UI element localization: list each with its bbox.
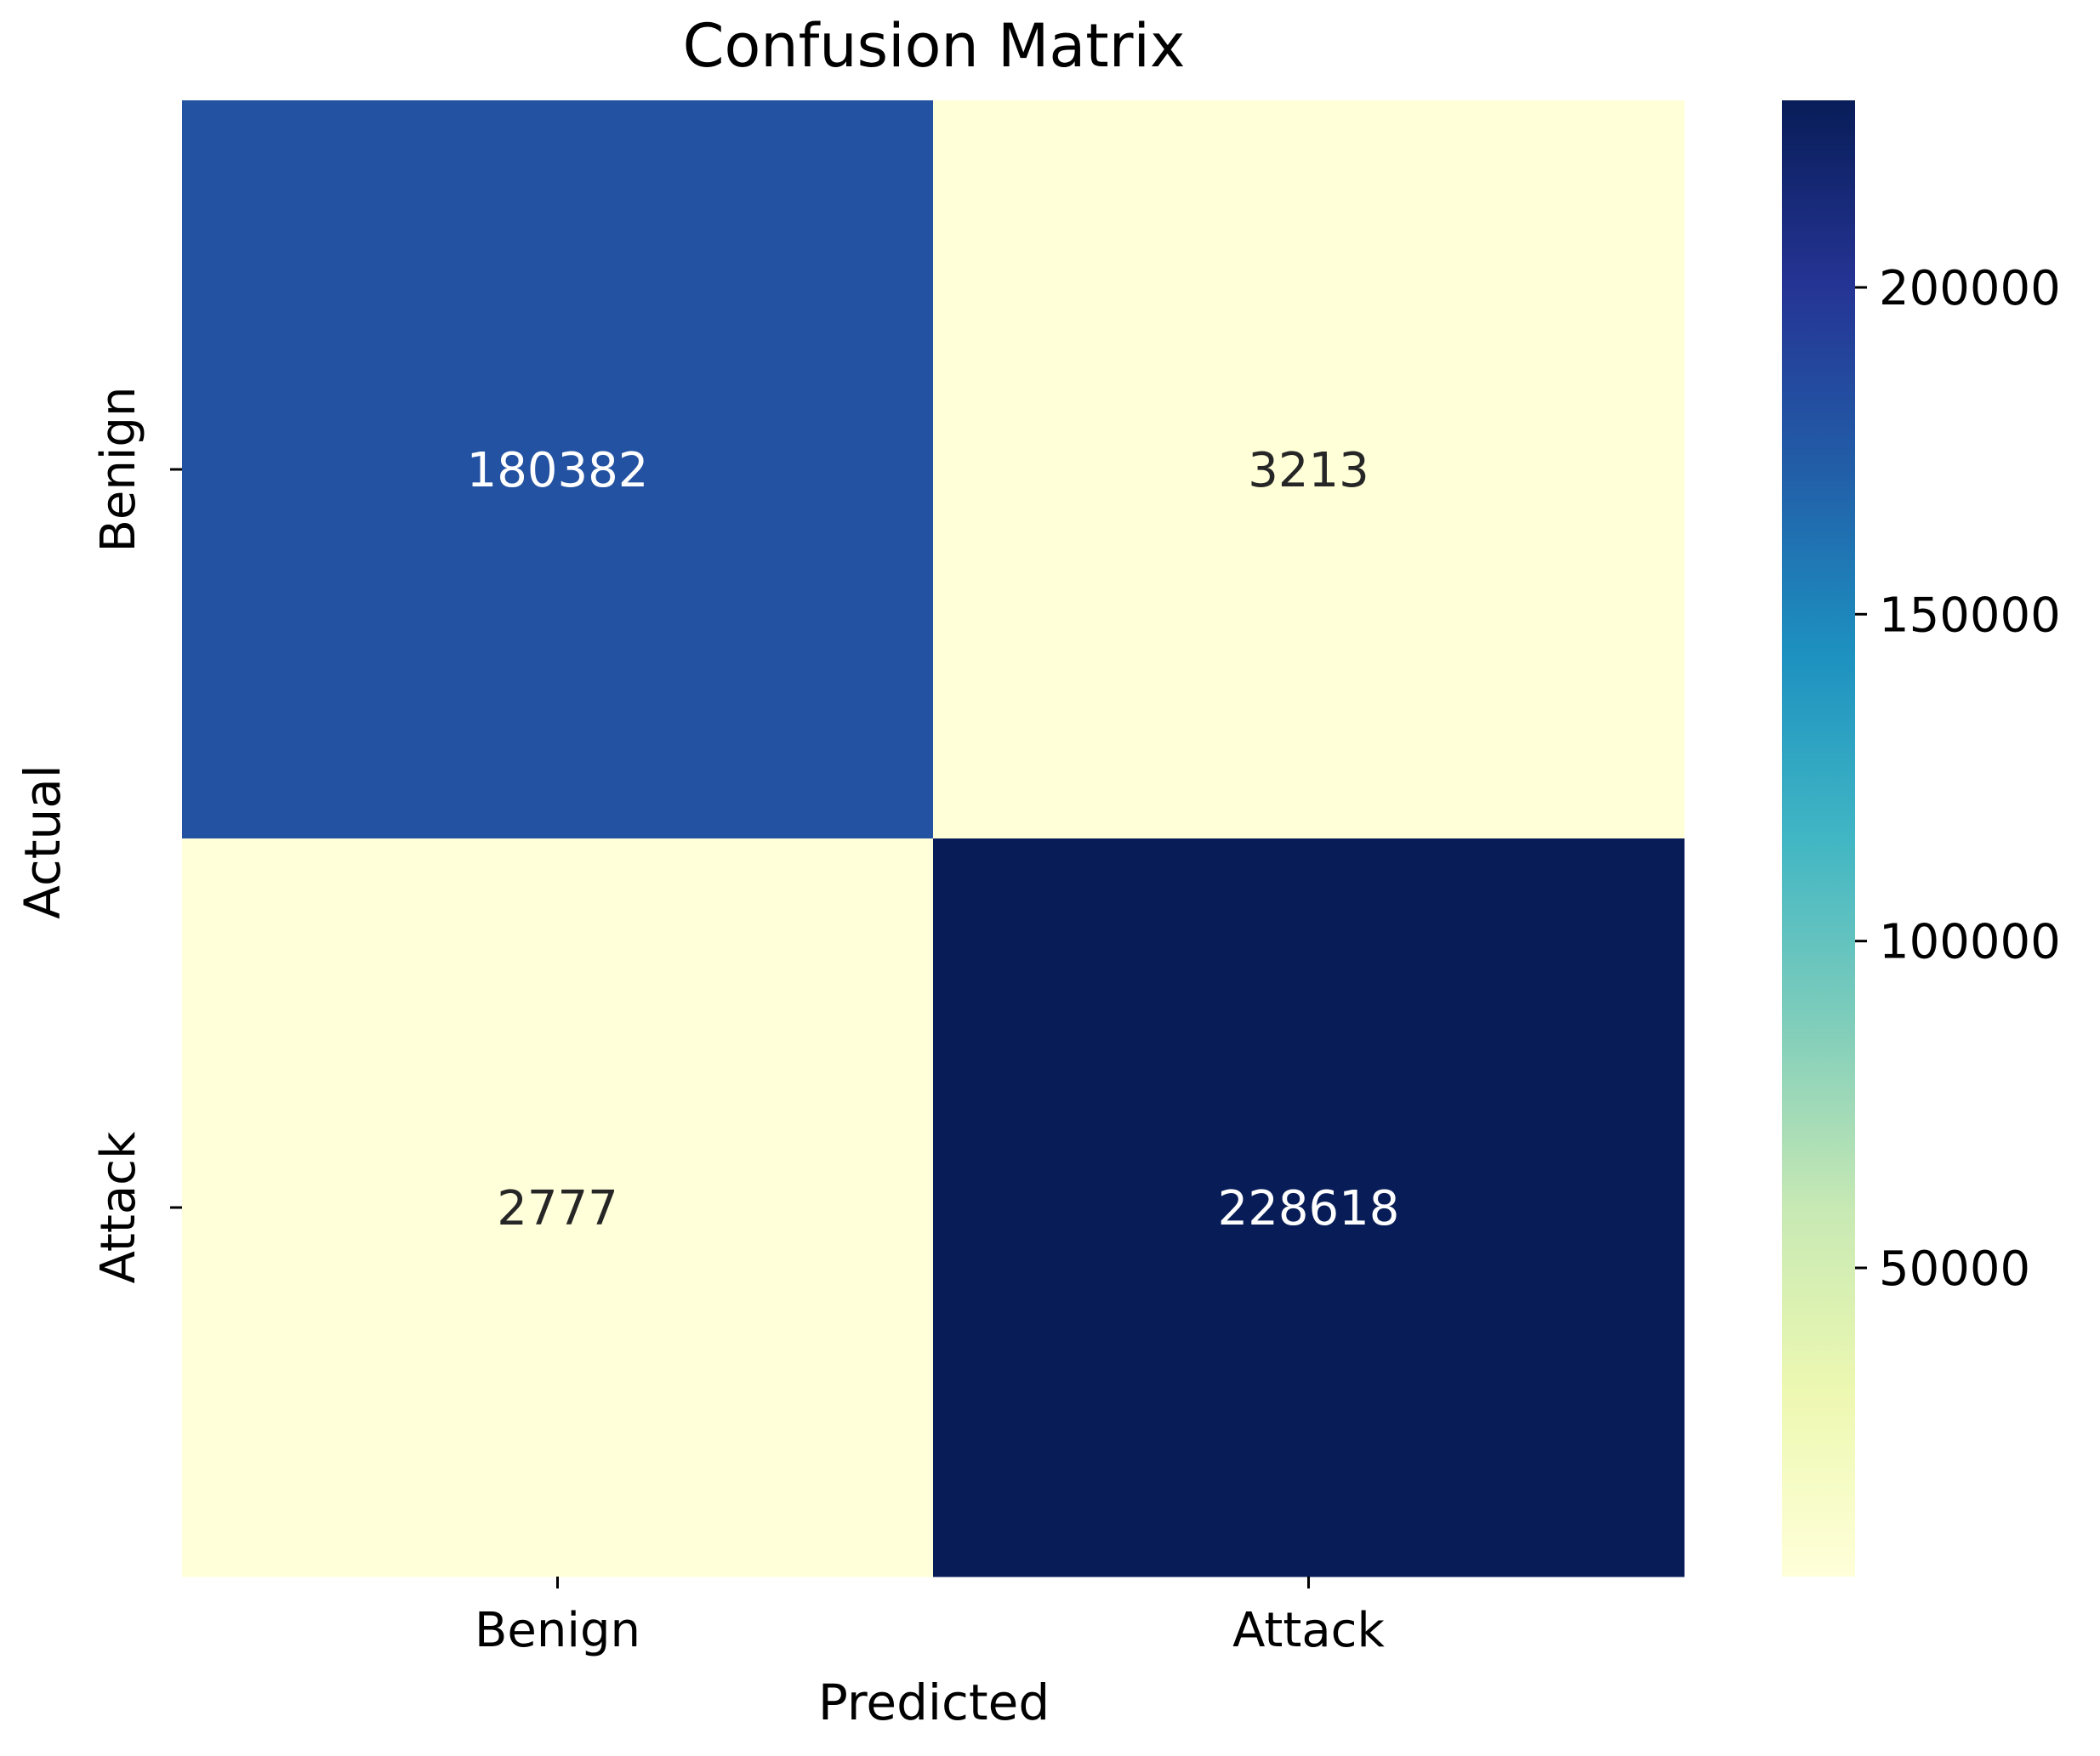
- cell-value-label-1-0: 2777: [497, 1181, 618, 1236]
- y-tick-label: Benign: [91, 387, 146, 553]
- heatmap-cell-0-0: [182, 100, 934, 839]
- cell-value-label-0-1: 3213: [1248, 443, 1369, 498]
- y-axis: Benign Attack: [91, 387, 182, 1283]
- heatmap-cell-labels: 180382 3213 2777 228618: [467, 443, 1400, 1236]
- colorbar-tick-label: 50000: [1879, 1242, 2030, 1297]
- heatmap-cell-1-1: [933, 838, 1685, 1577]
- y-tick-label: Attack: [91, 1131, 146, 1283]
- x-axis-label: Predicted: [818, 1674, 1050, 1731]
- y-axis-label: Actual: [14, 764, 71, 919]
- heatmap-cell-0-1: [933, 100, 1685, 839]
- heatmap-cells: [182, 100, 1685, 1577]
- cell-value-label-0-0: 180382: [467, 443, 649, 498]
- x-tick-label: Benign: [475, 1603, 640, 1658]
- x-axis: Benign Attack: [475, 1577, 1385, 1658]
- heatmap-cell-1-0: [182, 838, 934, 1577]
- colorbar-tick-label: 150000: [1879, 588, 2061, 643]
- colorbar-ticks: 50000 100000 150000 200000: [1855, 261, 2061, 1297]
- colorbar-tick-label: 200000: [1879, 261, 2061, 316]
- chart-title: Confusion Matrix: [683, 11, 1186, 81]
- x-tick-label: Attack: [1232, 1603, 1385, 1658]
- cell-value-label-1-1: 228618: [1218, 1181, 1400, 1236]
- colorbar: [1782, 100, 1855, 1577]
- colorbar-tick-label: 100000: [1879, 915, 2061, 970]
